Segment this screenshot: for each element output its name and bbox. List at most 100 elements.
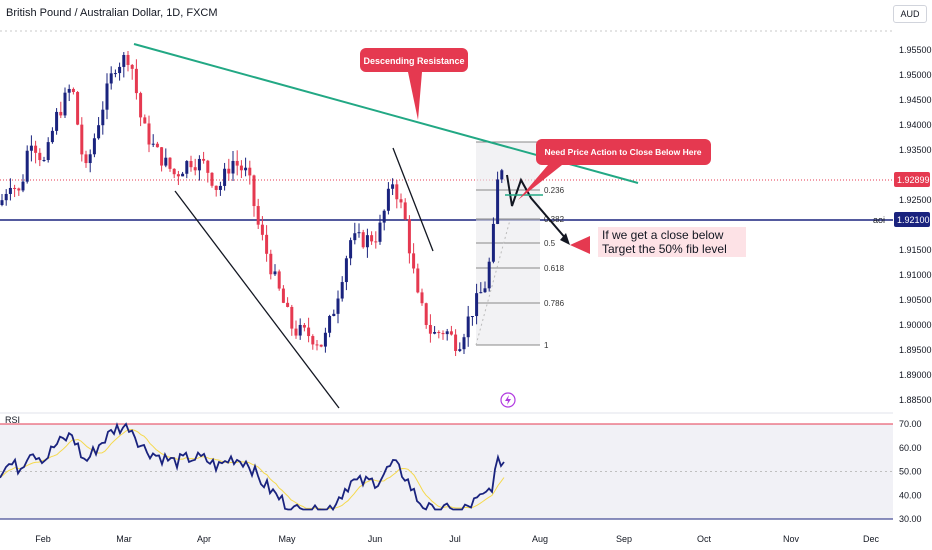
candle-body bbox=[294, 328, 298, 336]
candle-body bbox=[256, 206, 260, 225]
candle-body bbox=[353, 233, 357, 241]
candle-body bbox=[122, 54, 126, 67]
candle-body bbox=[424, 303, 428, 325]
candle-body bbox=[126, 54, 130, 65]
chart-title: British Pound / Australian Dollar, 1D, F… bbox=[6, 7, 218, 19]
candle-body bbox=[437, 332, 441, 334]
candle-body bbox=[59, 111, 63, 116]
price-tick-label: 1.90500 bbox=[899, 295, 932, 305]
candle-body bbox=[290, 306, 294, 329]
time-axis-label: Dec bbox=[863, 534, 880, 544]
candle-body bbox=[491, 223, 495, 262]
price-tick-label: 1.93500 bbox=[899, 145, 932, 155]
candle-body bbox=[466, 316, 470, 338]
candle-body bbox=[160, 147, 164, 166]
price-tick-label: 1.94500 bbox=[899, 95, 932, 105]
candle-body bbox=[500, 170, 504, 180]
price-tick-label: 1.90000 bbox=[899, 320, 932, 330]
candle-body bbox=[67, 88, 71, 93]
candle-body bbox=[407, 219, 411, 254]
candle-body bbox=[370, 235, 374, 242]
candle-body bbox=[458, 349, 462, 351]
candle-body bbox=[88, 154, 92, 164]
aoi-price-label: 1.92100 bbox=[897, 215, 930, 225]
aoi-price-tag bbox=[894, 212, 930, 227]
candle-body bbox=[231, 160, 235, 174]
candle-body bbox=[416, 268, 420, 293]
candle-body bbox=[92, 138, 96, 155]
candle-body bbox=[441, 333, 445, 335]
candle-body bbox=[63, 92, 67, 116]
candle-body bbox=[374, 241, 378, 243]
candle-body bbox=[298, 324, 302, 336]
candle-body bbox=[336, 298, 340, 314]
candle-body bbox=[378, 222, 382, 242]
time-axis-label: Sep bbox=[616, 534, 632, 544]
candle-body bbox=[202, 158, 206, 161]
candle-body bbox=[449, 331, 453, 335]
candle-body bbox=[13, 187, 17, 189]
rsi-tick-label: 40.00 bbox=[899, 490, 922, 500]
target-note-line1: If we get a close below bbox=[602, 228, 724, 242]
candle-body bbox=[269, 253, 273, 275]
candle-body bbox=[344, 258, 348, 283]
rsi-tick-label: 50.00 bbox=[899, 467, 922, 477]
candle-body bbox=[286, 302, 290, 307]
price-tick-label: 1.91000 bbox=[899, 270, 932, 280]
fib-level-label: 0.618 bbox=[544, 264, 565, 273]
candle-body bbox=[134, 68, 138, 94]
candle-body bbox=[42, 159, 46, 161]
candle-body bbox=[17, 188, 21, 191]
candle-body bbox=[239, 165, 243, 171]
target-note-line2: Target the 50% fib level bbox=[602, 242, 727, 256]
candle-body bbox=[139, 93, 143, 118]
time-axis-label: Jul bbox=[449, 534, 461, 544]
bolt-icon bbox=[500, 392, 516, 408]
time-axis-label: Oct bbox=[697, 534, 712, 544]
candle-body bbox=[105, 83, 109, 110]
candle-body bbox=[445, 331, 449, 335]
candle-body bbox=[412, 253, 416, 269]
candle-body bbox=[319, 344, 323, 347]
candle-body bbox=[0, 200, 4, 205]
price-tick-label: 1.95500 bbox=[899, 45, 932, 55]
candle-body bbox=[244, 167, 248, 171]
currency-selector[interactable]: AUD bbox=[893, 5, 927, 23]
candle-body bbox=[55, 111, 59, 131]
candle-body bbox=[391, 184, 395, 189]
candle-body bbox=[193, 167, 197, 171]
price-tick-label: 1.91500 bbox=[899, 245, 932, 255]
callout-descending-resistance-text: Descending Resistance bbox=[363, 56, 464, 66]
current-price-tag bbox=[894, 172, 930, 188]
candle-body bbox=[357, 232, 361, 234]
callout-descending-resistance bbox=[360, 48, 468, 72]
candle-body bbox=[130, 64, 134, 69]
candle-body bbox=[155, 143, 159, 148]
candle-body bbox=[185, 161, 189, 174]
rsi-line bbox=[0, 422, 505, 512]
candle-body bbox=[84, 154, 88, 164]
candle-body bbox=[277, 271, 281, 289]
candle-body bbox=[281, 288, 285, 303]
candle-body bbox=[328, 315, 332, 333]
time-axis-label: Apr bbox=[197, 534, 211, 544]
candle-body bbox=[260, 224, 264, 235]
candle-body bbox=[386, 188, 390, 211]
candle-body bbox=[462, 337, 466, 350]
lower-trendline bbox=[174, 190, 340, 409]
candle-body bbox=[340, 282, 344, 299]
callout-pointer bbox=[408, 72, 422, 120]
price-tick-label: 1.88500 bbox=[899, 395, 932, 405]
candle-body bbox=[420, 292, 424, 304]
price-tick-label: 1.94000 bbox=[899, 120, 932, 130]
candle-body bbox=[311, 336, 315, 345]
pullback-trendline bbox=[392, 147, 434, 252]
candle-body bbox=[109, 73, 113, 84]
candle-body bbox=[21, 181, 25, 191]
candle-body bbox=[8, 187, 12, 194]
candle-body bbox=[395, 184, 399, 200]
candle-body bbox=[113, 73, 117, 75]
fib-level-label: 1 bbox=[544, 341, 549, 350]
time-axis-label: Jun bbox=[368, 534, 383, 544]
rsi-label: RSI bbox=[5, 415, 20, 425]
